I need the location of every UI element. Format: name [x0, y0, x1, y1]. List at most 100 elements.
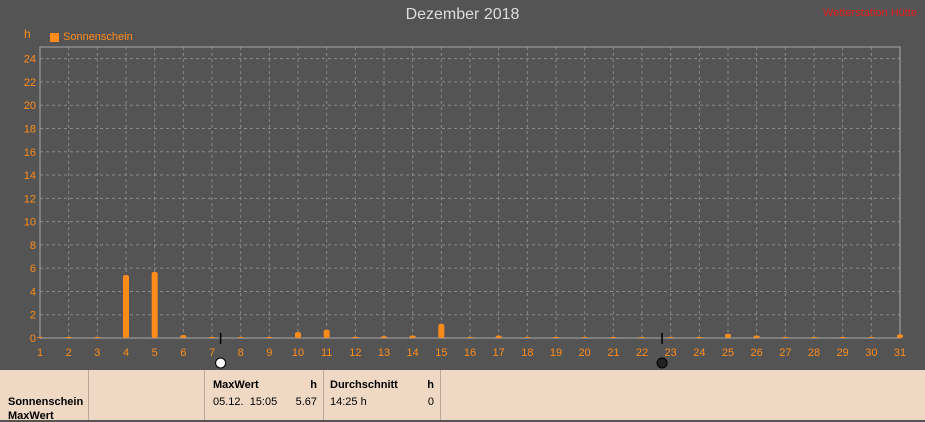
x-tick-label: 14 [407, 347, 419, 359]
avg-time: 14:25 h [330, 396, 367, 408]
max-unit: h [310, 379, 317, 391]
x-tick-label: 25 [722, 347, 734, 359]
bar [610, 337, 617, 338]
x-tick-label: 6 [180, 347, 186, 359]
legend-swatch [50, 32, 59, 42]
avg-unit: h [427, 379, 434, 391]
y-tick-label: 22 [24, 77, 36, 89]
bar [868, 337, 875, 338]
station-name[interactable]: Wetterstation Hütte [823, 7, 917, 19]
bar [123, 275, 129, 338]
bar [639, 337, 645, 338]
max-datetime: 05.12. 15:05 [213, 396, 278, 408]
y-tick-label: 18 [24, 123, 36, 135]
bar [467, 337, 473, 338]
bar [725, 333, 731, 338]
x-tick-label: 3 [94, 347, 100, 359]
max-value: 5.67 [295, 396, 317, 408]
legend-label: Sonnenschein [63, 31, 133, 43]
y-tick-label: 2 [30, 310, 36, 322]
x-tick-label: 16 [464, 347, 476, 359]
x-tick-label: 30 [865, 347, 877, 359]
max-cell: MaxWert h 05.12. 15:05 5.67 [205, 370, 324, 420]
bar [696, 337, 703, 338]
series-name: Sonnenschein [8, 396, 84, 408]
bar [553, 337, 559, 338]
x-tick-label: 29 [837, 347, 849, 359]
bar [209, 337, 215, 338]
x-tick-label: 8 [238, 347, 244, 359]
row-label-cell: Sonnenschein MaxWert [0, 370, 89, 422]
bar [151, 272, 158, 338]
x-tick-label: 20 [579, 347, 591, 359]
bar [352, 336, 359, 338]
x-tick-label: 26 [751, 347, 763, 359]
legend: Sonnenschein [50, 31, 133, 43]
y-tick-label: 6 [30, 263, 36, 275]
avg-header: Durchschnitt [330, 379, 398, 391]
new-moon-icon [656, 357, 668, 369]
bar [237, 337, 244, 338]
bar [94, 337, 101, 338]
x-tick-label: 11 [321, 347, 332, 359]
x-tick-label: 9 [266, 347, 272, 359]
y-tick-label: 14 [24, 170, 36, 182]
y-tick-label: 20 [24, 100, 36, 112]
empty-cell [89, 370, 205, 420]
maxwert-label: MaxWert [8, 410, 54, 422]
bar [524, 337, 531, 338]
bar [323, 329, 330, 338]
x-tick-label: 5 [152, 347, 158, 359]
x-tick-label: 4 [123, 347, 129, 359]
x-tick-label: 31 [894, 347, 906, 359]
y-tick-label: 4 [30, 286, 36, 298]
x-tick-label: 15 [435, 347, 447, 359]
x-tick-label: 28 [808, 347, 820, 359]
avg-cell: Durchschnitt h 14:25 h 0 [324, 370, 441, 420]
bar [753, 335, 760, 338]
y-tick-label: 0 [30, 333, 36, 345]
bar [438, 324, 445, 338]
bar [495, 335, 502, 338]
bar [897, 334, 903, 338]
y-tick-label: 8 [30, 240, 36, 252]
x-tick-label: 1 [37, 347, 43, 359]
bar [581, 337, 588, 338]
bar [381, 336, 387, 338]
x-tick-label: 21 [607, 347, 619, 359]
bar [180, 335, 187, 338]
summary-panel: Sonnenschein MaxWert MaxWert h 05.12. 15… [0, 370, 925, 422]
chart-title: Dezember 2018 [405, 6, 520, 23]
bar [65, 337, 72, 338]
x-tick-label: 22 [636, 347, 648, 359]
bar [839, 337, 846, 338]
max-header: MaxWert [213, 379, 259, 391]
y-tick-label: 12 [24, 193, 36, 205]
x-tick-label: 10 [292, 347, 304, 359]
full-moon-icon [215, 357, 227, 369]
bar [811, 337, 817, 338]
bar [409, 335, 416, 338]
bar [667, 337, 674, 338]
y-tick-label: 16 [24, 147, 36, 159]
x-tick-label: 19 [550, 347, 562, 359]
x-tick-label: 12 [349, 347, 361, 359]
bar [37, 337, 43, 338]
x-tick-label: 24 [693, 347, 705, 359]
x-tick-label: 27 [779, 347, 791, 359]
y-tick-label: 10 [24, 217, 36, 229]
bar [266, 337, 273, 338]
filler-cell [441, 370, 925, 420]
bar [782, 337, 789, 338]
x-tick-label: 23 [665, 347, 677, 359]
x-tick-label: 17 [493, 347, 505, 359]
avg-value: 0 [427, 396, 434, 408]
bar [295, 332, 301, 338]
x-tick-label: 7 [209, 347, 215, 359]
x-tick-label: 13 [378, 347, 390, 359]
x-tick-label: 18 [521, 347, 533, 359]
y-axis-unit: h [24, 27, 31, 41]
x-tick-label: 2 [66, 347, 72, 359]
y-tick-label: 24 [24, 54, 36, 66]
